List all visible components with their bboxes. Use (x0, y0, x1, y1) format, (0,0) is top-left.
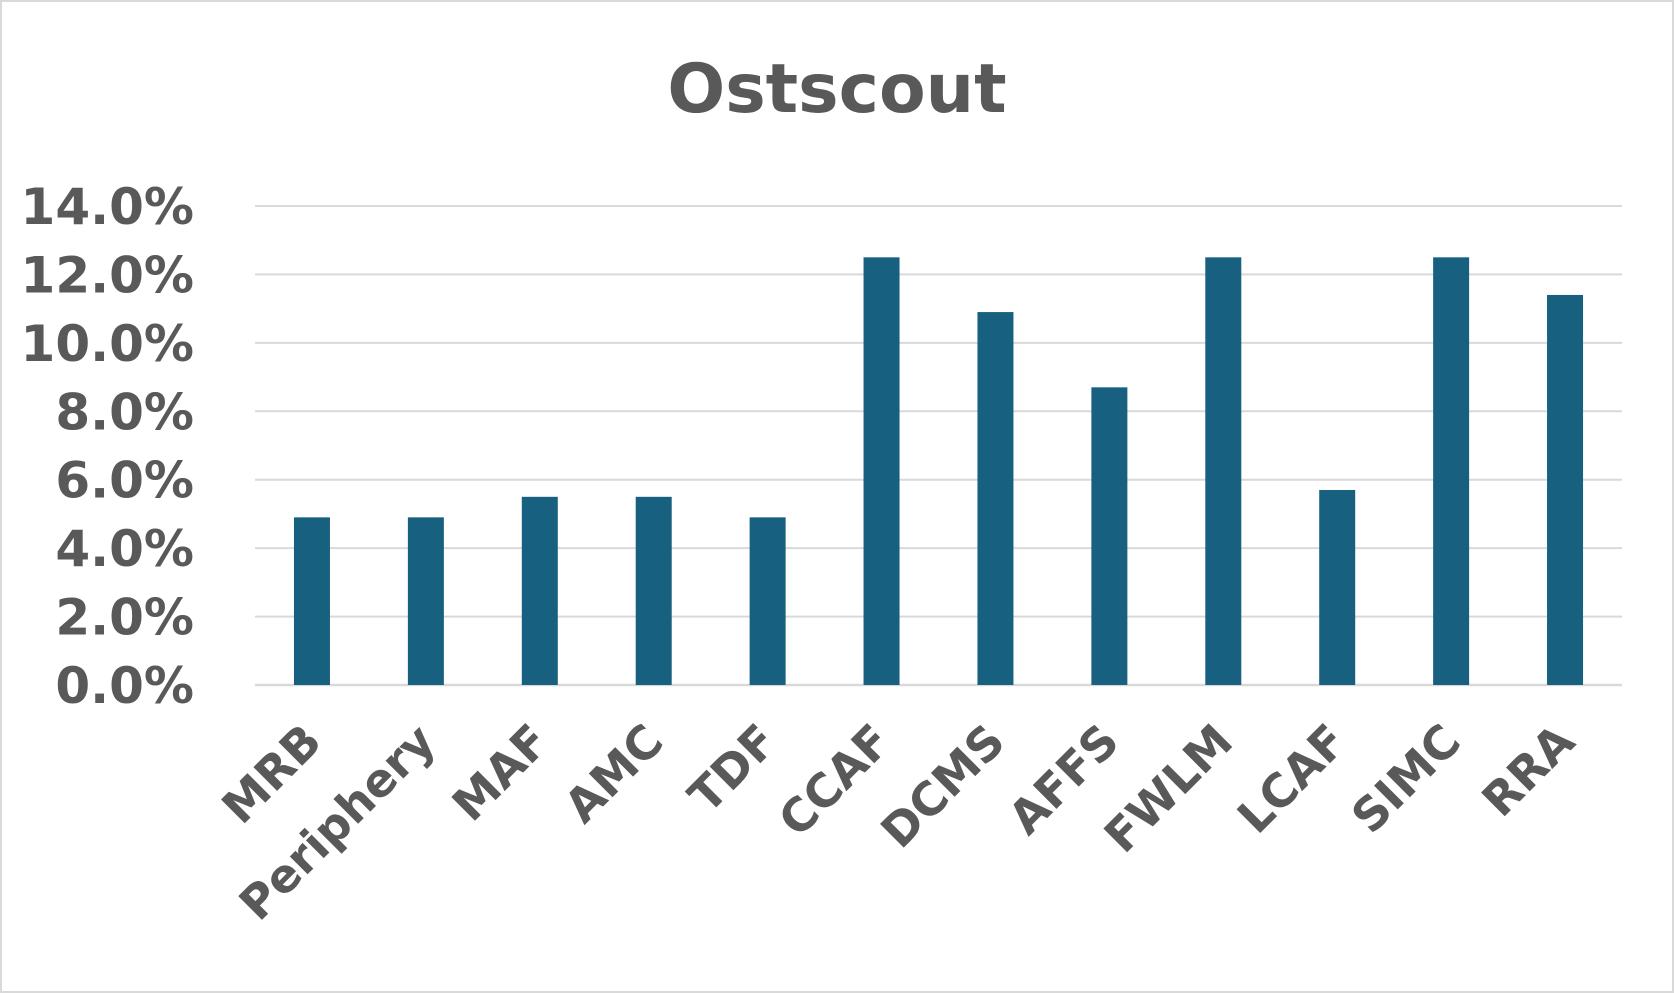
y-tick-label: 10.0% (21, 315, 194, 373)
y-tick-label: 2.0% (55, 589, 194, 647)
x-category-label: MAF (442, 714, 560, 832)
bar-simc (1433, 257, 1470, 685)
bar-tdf (749, 517, 786, 685)
x-category-label: RRA (1471, 713, 1585, 827)
gridlines (255, 205, 1622, 687)
y-tick-label: 4.0% (55, 520, 194, 578)
bar-ccaf (863, 257, 900, 685)
bar-dcms (977, 312, 1014, 685)
bar-fwlm (1205, 257, 1242, 685)
y-tick-label: 6.0% (55, 452, 194, 510)
x-category-label: FWLM (1094, 714, 1243, 863)
bars (293, 257, 1584, 685)
y-tick-label: 14.0% (21, 178, 194, 236)
chart-title: Ostscout (667, 50, 1007, 129)
y-tick-label: 12.0% (21, 246, 194, 304)
bar-periphery (407, 517, 444, 685)
bar-maf (521, 496, 558, 685)
y-tick-label: 0.0% (55, 657, 194, 715)
bar-amc (635, 496, 672, 685)
x-category-label: AMC (554, 714, 674, 834)
y-tick-label: 8.0% (55, 383, 194, 441)
x-category-label: LCAF (1227, 714, 1357, 844)
bar-lcaf (1319, 489, 1356, 685)
x-category-label: SIMC (1341, 714, 1471, 844)
x-category-label: DCMS (870, 714, 1015, 859)
bar-mrb (293, 517, 330, 685)
bar-rra (1547, 294, 1584, 685)
y-axis-tick-labels: 0.0% 2.0% 4.0% 6.0% 8.0% 10.0% 12.0% 14.0% (21, 178, 194, 715)
bar-affs (1091, 387, 1128, 685)
